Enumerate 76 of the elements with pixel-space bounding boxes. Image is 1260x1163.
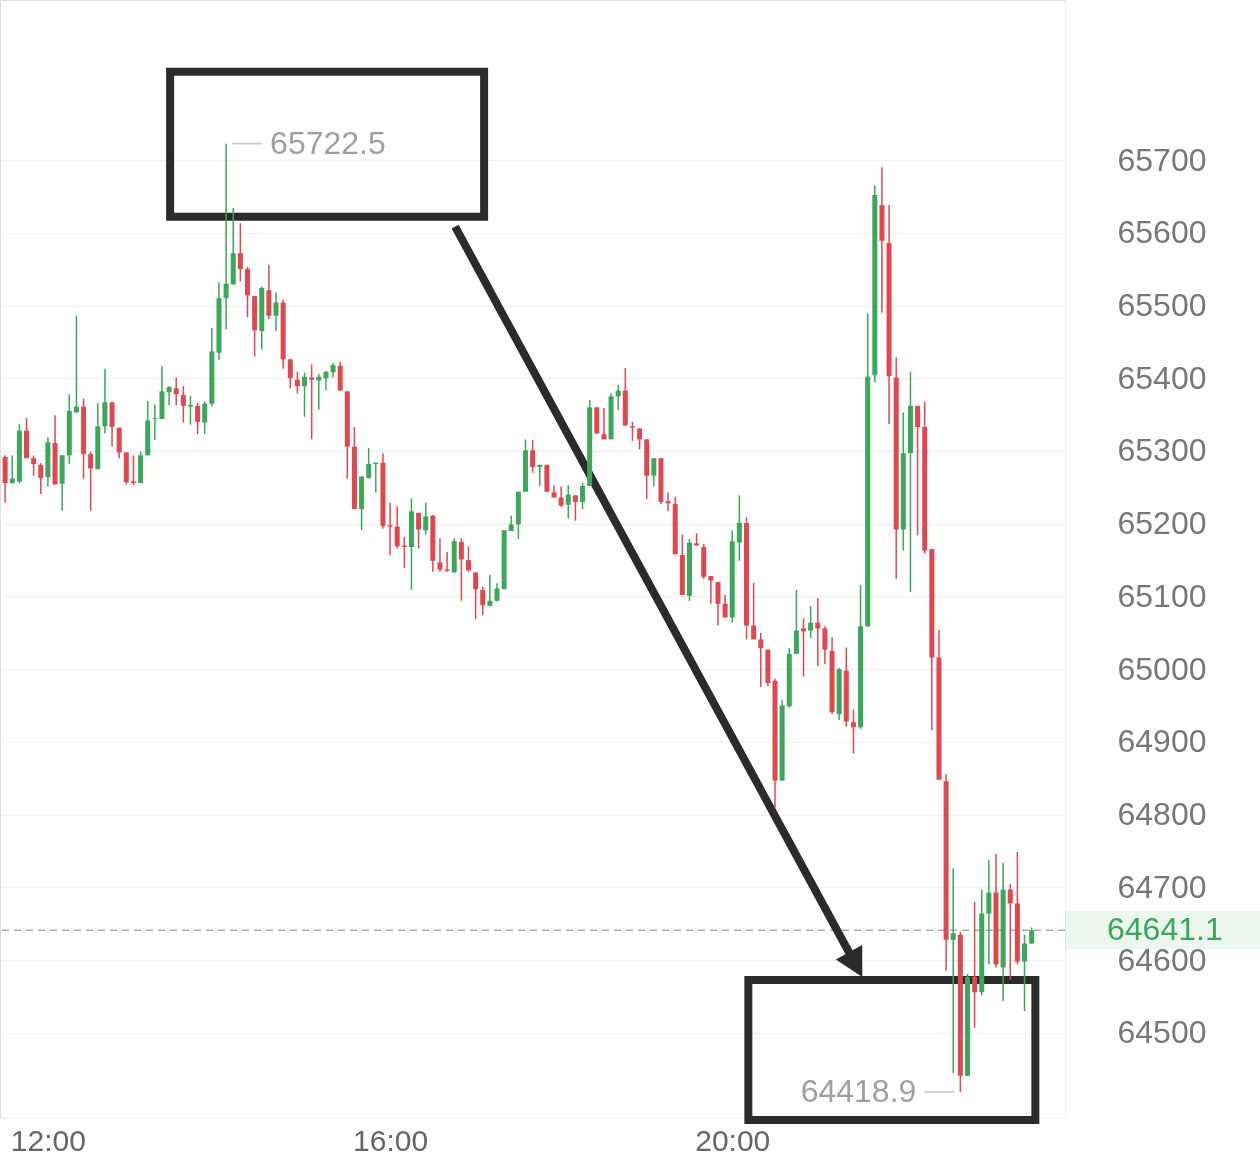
candlestick [173, 376, 179, 406]
candlestick [986, 859, 992, 966]
candlestick [580, 482, 586, 510]
candlestick [273, 291, 279, 332]
candlestick [102, 368, 108, 435]
candlestick [237, 222, 243, 283]
candlestick [736, 494, 742, 562]
candlestick [9, 454, 15, 485]
candlestick [88, 450, 94, 512]
candlestick [801, 617, 807, 678]
candlestick [195, 402, 201, 435]
annotation: 64418.9 [800, 1072, 917, 1109]
candlestick [808, 605, 814, 639]
y-tick-label: 64900 [1117, 723, 1207, 760]
y-tick-label: 65300 [1117, 432, 1207, 469]
x-tick-label: 12:00 [10, 1123, 86, 1157]
y-tick-label: 65200 [1117, 505, 1207, 542]
y-tick-label: 65700 [1117, 141, 1207, 178]
x-tick-label: 16:00 [353, 1123, 429, 1157]
candlestick [915, 405, 921, 537]
candlestick [665, 491, 671, 513]
candlestick [294, 370, 300, 395]
candlestick [822, 625, 828, 665]
candlestick [302, 371, 308, 418]
candlestick [708, 575, 714, 605]
y-tick-label: 65600 [1117, 214, 1207, 251]
candlestick [180, 385, 186, 424]
candlestick [629, 421, 635, 442]
candlestick [715, 581, 721, 627]
candlestick [758, 632, 764, 688]
candlestick [950, 867, 956, 1074]
candlestick [601, 407, 607, 441]
y-tick-label: 65100 [1117, 577, 1207, 614]
candlestick [38, 462, 44, 495]
candlestick [530, 439, 536, 474]
candlestick [223, 142, 229, 331]
y-tick-label: 64700 [1117, 868, 1207, 905]
y-tick-label: 65400 [1117, 359, 1207, 396]
candlestick [166, 385, 172, 406]
candlestick [651, 457, 657, 488]
candlestick [465, 545, 471, 573]
candlestick [558, 485, 564, 508]
y-tick-label: 64500 [1117, 1014, 1207, 1051]
candlestick [637, 427, 643, 451]
candlestick [480, 586, 486, 617]
candlestick [394, 505, 400, 550]
candlestick [287, 358, 293, 390]
candlestick [423, 501, 429, 536]
candlestick [366, 447, 372, 480]
candlestick [152, 403, 158, 441]
candlestick [473, 571, 479, 620]
candlestick [1022, 933, 1028, 1012]
candlestick [202, 400, 208, 435]
candlestick [565, 484, 571, 520]
candlestick [31, 454, 37, 477]
y-tick-label: 65500 [1117, 287, 1207, 323]
candlestick [309, 363, 315, 441]
candlestick [487, 573, 493, 607]
candlestick [387, 501, 393, 556]
candlestick [416, 512, 422, 550]
candlestick [458, 537, 464, 602]
candlestick [187, 394, 193, 426]
candlestick [494, 582, 500, 603]
candlestick [972, 901, 978, 1029]
candlestick [437, 537, 443, 573]
candlestick [1007, 883, 1013, 981]
candlestick [793, 589, 799, 655]
annotation: 65722.5 [270, 124, 386, 161]
candlestick [323, 370, 329, 392]
candlestick [722, 594, 728, 619]
candlestick [751, 581, 757, 641]
y-tick-label: 64800 [1117, 796, 1207, 833]
candlestick [572, 494, 578, 522]
x-tick-label: 20:00 [695, 1123, 771, 1157]
y-tick-label: 65000 [1117, 650, 1207, 687]
candlestick [850, 708, 856, 755]
